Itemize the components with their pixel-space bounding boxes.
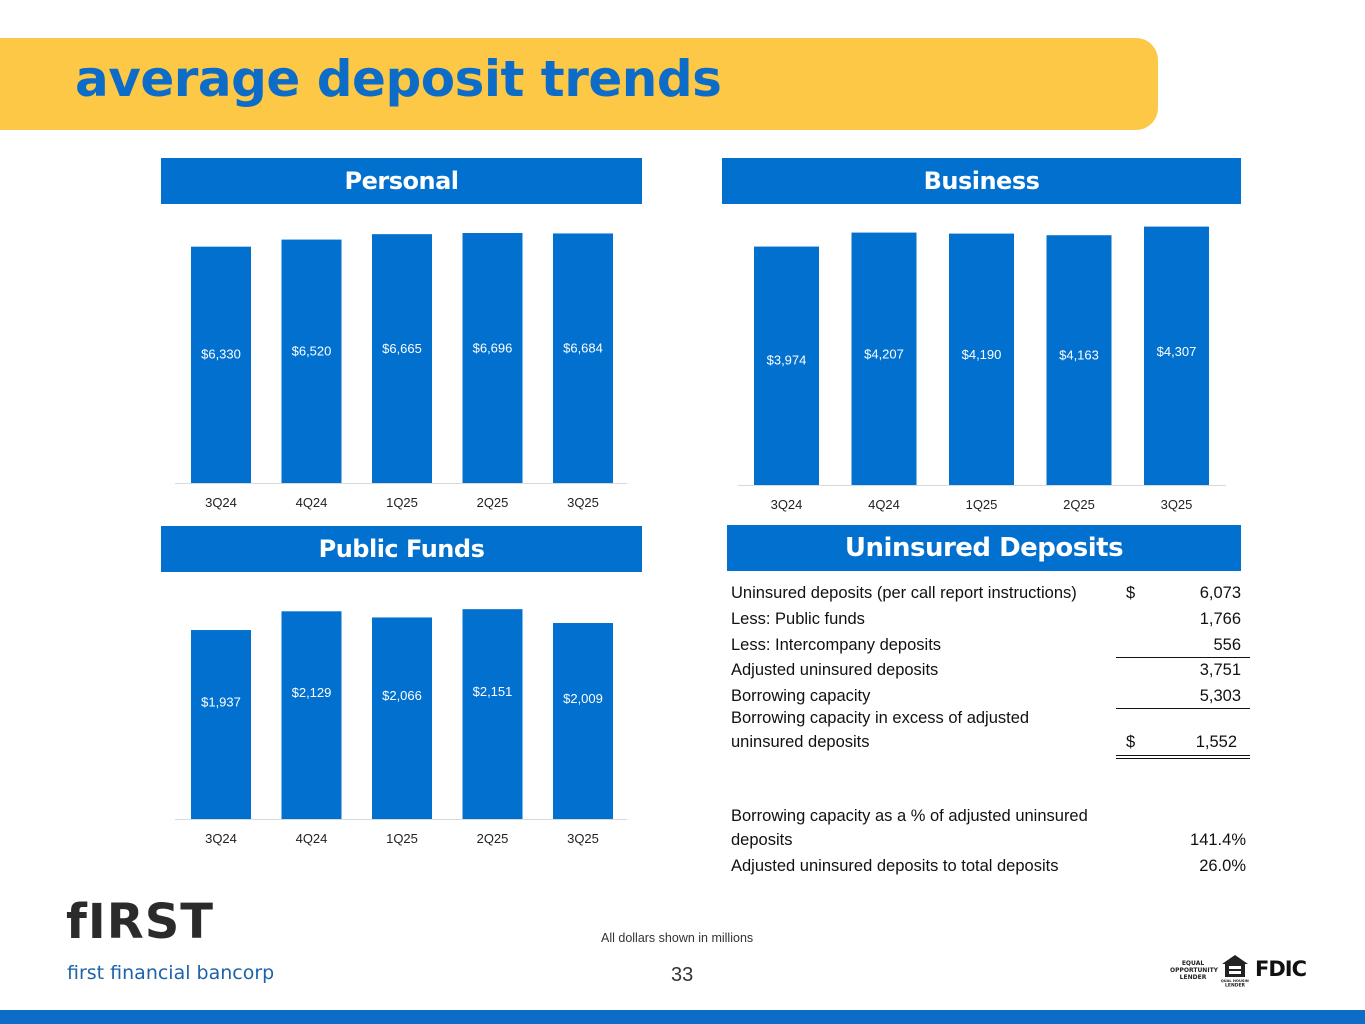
x-tick-label: 3Q24 xyxy=(205,495,237,510)
currency-symbol: $ xyxy=(1126,584,1136,602)
table-row: Adjusted uninsured deposits 3,751 xyxy=(731,661,1251,683)
bar-data-label: $3,974 xyxy=(767,352,807,367)
row-label: Borrowing capacity as a % of adjusted un… xyxy=(731,807,1088,825)
bar xyxy=(462,233,523,483)
ratio-row: Borrowing capacity as a % of adjusted un… xyxy=(731,807,1251,829)
bar-data-label: $6,665 xyxy=(382,341,422,356)
bar-data-label: $2,129 xyxy=(292,685,332,700)
row-label: Adjusted uninsured deposits to total dep… xyxy=(731,857,1059,875)
footnote: All dollars shown in millions xyxy=(601,931,754,945)
x-tick-label: 3Q25 xyxy=(567,831,599,846)
row-value: 6,073 xyxy=(1199,584,1241,602)
row-label: uninsured deposits xyxy=(731,733,870,751)
bar xyxy=(281,611,342,819)
bar-data-label: $6,684 xyxy=(563,341,603,356)
public-funds-header: Public Funds xyxy=(161,526,642,572)
x-tick-label: 4Q24 xyxy=(296,495,328,510)
bar xyxy=(851,232,917,485)
table-row: Uninsured deposits (per call report inst… xyxy=(731,584,1251,606)
x-tick-label: 2Q25 xyxy=(1063,497,1095,512)
bar xyxy=(1046,235,1112,485)
row-label: Borrowing capacity xyxy=(731,687,871,705)
bar-data-label: $2,151 xyxy=(473,684,513,699)
equal-opportunity-lender-badge: EQUAL OPPORTUNITY LENDER xyxy=(1170,960,1219,981)
uninsured-deposits-header: Uninsured Deposits xyxy=(727,525,1241,571)
bar-data-label: $6,520 xyxy=(292,343,332,358)
row-value: 1,766 xyxy=(1199,610,1241,628)
title-banner xyxy=(0,38,1158,130)
x-tick-label: 4Q24 xyxy=(868,497,900,512)
subtotal-rule xyxy=(1116,657,1250,658)
subtotal-rule xyxy=(1116,708,1250,709)
row-value: 556 xyxy=(1213,636,1241,654)
x-tick-label: 3Q24 xyxy=(771,497,803,512)
personal-bar-chart: $6,330 3Q24 $6,520 4Q24 $6,665 1Q25 $6,696 2Q25… xyxy=(175,233,627,510)
bar-data-label: $4,207 xyxy=(864,346,904,361)
bar xyxy=(949,233,1014,485)
x-tick-label: 3Q24 xyxy=(205,831,237,846)
bar-data-label: $2,009 xyxy=(563,691,603,706)
public-funds-bar-chart: $1,937 3Q24 $2,129 4Q24 $2,066 1Q25 $2,151 2Q25… xyxy=(175,609,627,846)
company-logo-wordmark: fIRST xyxy=(66,894,215,950)
bar-data-label: $6,696 xyxy=(473,341,513,356)
business-bar-chart: $3,974 3Q24 $4,207 4Q24 $4,190 1Q25 $4,163 2Q25… xyxy=(738,226,1226,512)
business-header: Business xyxy=(722,158,1241,204)
bar-data-label: $4,307 xyxy=(1157,344,1197,359)
bar xyxy=(553,233,613,483)
page-number: 33 xyxy=(671,964,694,986)
bar-data-label: $2,066 xyxy=(382,688,422,703)
bar-data-label: $6,330 xyxy=(201,347,241,362)
bar-data-label: $1,937 xyxy=(201,695,241,710)
x-tick-label: 1Q25 xyxy=(386,495,418,510)
bar-data-label: $4,190 xyxy=(962,347,1002,362)
x-tick-label: 1Q25 xyxy=(386,831,418,846)
row-value: 26.0% xyxy=(1199,857,1246,875)
table-row: Less: Public funds 1,766 xyxy=(731,610,1251,632)
x-tick-label: 4Q24 xyxy=(296,831,328,846)
x-tick-label: 3Q25 xyxy=(1161,497,1193,512)
table-row: Borrowing capacity 5,303 xyxy=(731,687,1251,709)
table-row: Less: Intercompany deposits 556 xyxy=(731,636,1251,658)
footer-bar xyxy=(0,1010,1365,1024)
row-value: 141.4% xyxy=(1190,831,1246,849)
row-label: Less: Intercompany deposits xyxy=(731,636,942,654)
table-row: Borrowing capacity in excess of adjusted xyxy=(731,709,1251,731)
page-title: average deposit trends xyxy=(75,50,722,108)
row-label: Adjusted uninsured deposits xyxy=(731,661,939,679)
row-value: 3,751 xyxy=(1199,661,1241,679)
bar xyxy=(281,239,342,483)
currency-symbol: $ xyxy=(1126,733,1136,751)
row-value: 1,552 xyxy=(1195,733,1237,751)
bar xyxy=(1144,226,1209,485)
table-row: uninsured deposits $ 1,552 xyxy=(731,733,1251,755)
row-label: Less: Public funds xyxy=(731,610,865,628)
fdic-logo: FDIC xyxy=(1255,957,1307,981)
ratio-row: deposits 141.4% xyxy=(731,831,1251,853)
x-tick-label: 1Q25 xyxy=(966,497,998,512)
x-tick-label: 2Q25 xyxy=(477,831,509,846)
svg-text:LENDER: LENDER xyxy=(1225,983,1246,988)
total-double-rule xyxy=(1116,755,1250,759)
row-label: Uninsured deposits (per call report inst… xyxy=(731,584,1077,602)
svg-text:EQUAL HOUSING: EQUAL HOUSING xyxy=(1221,979,1249,983)
bar xyxy=(191,630,251,819)
row-value: 5,303 xyxy=(1199,687,1241,705)
x-tick-label: 3Q25 xyxy=(567,495,599,510)
bar xyxy=(754,246,819,485)
bar xyxy=(372,234,432,483)
bar xyxy=(191,246,251,483)
x-tick-label: 2Q25 xyxy=(477,495,509,510)
ratio-row: Adjusted uninsured deposits to total dep… xyxy=(731,857,1251,879)
company-logo-subtitle: first financial bancorp xyxy=(67,962,275,984)
row-label: Borrowing capacity in excess of adjusted xyxy=(731,709,1030,727)
bar xyxy=(553,623,613,819)
bar xyxy=(462,609,523,819)
bar-data-label: $4,163 xyxy=(1059,348,1099,363)
row-label: deposits xyxy=(731,831,793,849)
bar xyxy=(372,617,432,819)
equal-housing-lender-icon: EQUAL HOUSING LENDER xyxy=(1221,955,1249,988)
personal-header: Personal xyxy=(161,158,642,204)
